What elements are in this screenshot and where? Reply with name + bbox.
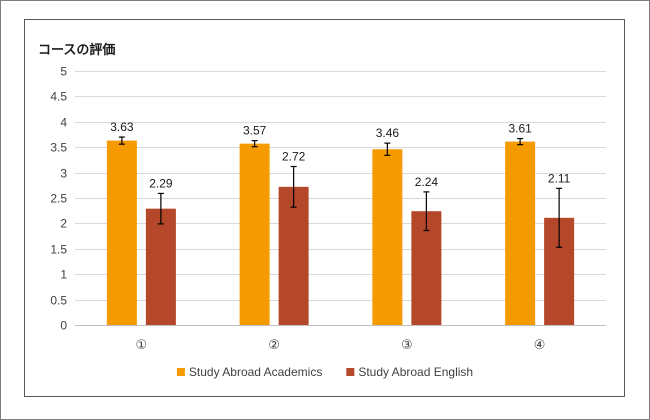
- bar: [239, 143, 270, 325]
- category-label: ②: [268, 338, 280, 353]
- category-label: ③: [401, 338, 413, 353]
- error-bars: [118, 136, 563, 248]
- y-axis-tick-labels: 0 0.5 1 1.5 2 2.5 3 3.5 4 4.5 5: [50, 65, 67, 333]
- data-label: 3.61: [508, 122, 532, 136]
- legend-label-english: Study Abroad English: [358, 365, 473, 379]
- data-label: 3.57: [243, 124, 267, 138]
- chart-title: コースの評価: [38, 42, 115, 58]
- bar: [372, 149, 403, 325]
- bar: [145, 208, 176, 325]
- y-tick-label: 1.5: [50, 243, 67, 257]
- data-label: 2.11: [548, 171, 571, 185]
- x-axis-category-labels: ① ② ③ ④: [136, 338, 546, 353]
- data-label: 3.46: [376, 126, 400, 140]
- bar: [278, 186, 309, 325]
- y-tick-label: 0.5: [50, 294, 67, 308]
- data-label: 3.63: [110, 120, 134, 134]
- legend-label-academics: Study Abroad Academics: [189, 365, 322, 379]
- category-label: ①: [136, 338, 148, 353]
- bar: [106, 140, 137, 325]
- y-tick-label: 4.5: [50, 90, 67, 104]
- legend-swatch-english: [346, 368, 355, 376]
- data-label: 2.24: [415, 175, 439, 189]
- legend-swatch-academics: [176, 368, 185, 376]
- y-tick-label: 2: [60, 217, 67, 231]
- y-tick-label: 3.5: [50, 141, 67, 155]
- y-tick-label: 3: [60, 167, 67, 181]
- bar: [505, 141, 536, 325]
- y-tick-label: 5: [60, 65, 67, 79]
- y-tick-label: 1: [60, 268, 67, 282]
- data-label: 2.72: [282, 150, 306, 164]
- y-tick-label: 0: [60, 319, 67, 333]
- data-label: 2.29: [149, 176, 173, 190]
- legend: Study Abroad Academics Study Abroad Engl…: [176, 365, 473, 379]
- data-labels: 3.63 2.29 3.57 2.72 3.46 2.24 3.61 2.11: [110, 120, 570, 190]
- category-label: ④: [534, 338, 546, 353]
- bars: [106, 140, 575, 325]
- y-tick-label: 2.5: [50, 192, 67, 206]
- y-tick-label: 4: [60, 116, 67, 130]
